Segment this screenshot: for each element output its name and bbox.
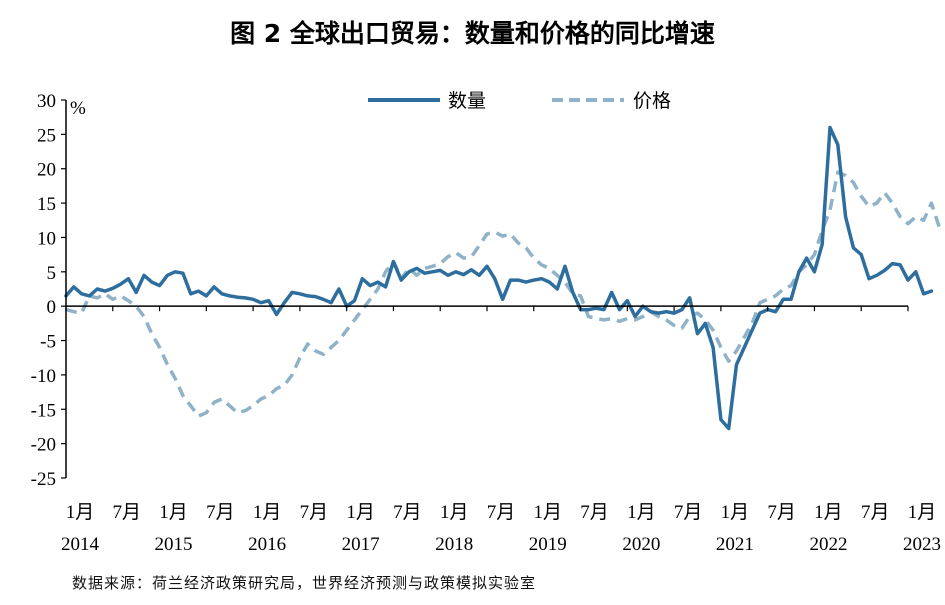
axis-layer xyxy=(61,99,909,479)
x-tick-month-label: 1月 xyxy=(346,502,375,523)
y-axis-unit-label: % xyxy=(70,98,86,119)
x-tick-month-label: 1月 xyxy=(627,502,656,523)
y-tick-label: 15 xyxy=(37,194,56,215)
x-tick-year-label: 2021 xyxy=(716,534,754,555)
x-tick-year-label: 2023 xyxy=(903,534,941,555)
x-tick-year-label: 2017 xyxy=(342,534,380,555)
x-tick-month-label: 7月 xyxy=(674,502,703,523)
x-tick-month-label: 7月 xyxy=(393,502,422,523)
x-tick-month-label: 1月 xyxy=(253,502,282,523)
y-tick-label: 20 xyxy=(37,160,56,181)
series-line-quantity xyxy=(64,125,934,431)
chart-title: 图 2 全球出口贸易：数量和价格的同比增速 xyxy=(230,19,715,48)
series-line-price xyxy=(65,170,941,418)
y-tick-label: -10 xyxy=(31,366,56,387)
legend-label-price: 价格 xyxy=(633,90,671,112)
y-tick-label: -25 xyxy=(31,469,56,490)
x-tick-month-label: 7月 xyxy=(767,502,796,523)
x-tick-year-label: 2022 xyxy=(809,534,847,555)
series-layer xyxy=(64,125,941,431)
x-tick-year-label: 2020 xyxy=(622,534,660,555)
source-note: 数据来源：荷兰经济政策研究局，世界经济预测与政策模拟实验室 xyxy=(72,574,537,592)
x-tick-month-label: 1月 xyxy=(440,502,469,523)
x-tick-month-label: 1月 xyxy=(159,502,188,523)
y-tick-labels: 30 25 20 15 10 5 0 -5 -10 -15 -20 -25 xyxy=(31,91,56,490)
x-tick-month-label: 7月 xyxy=(487,502,516,523)
legend-label-quantity: 数量 xyxy=(448,90,486,112)
x-tick-month-label: 7月 xyxy=(206,502,235,523)
x-tick-month-label: 1月 xyxy=(908,502,937,523)
x-tick-year-label: 2014 xyxy=(61,534,100,555)
y-tick-label: -15 xyxy=(31,400,56,421)
x-tick-month-label: 1月 xyxy=(721,502,750,523)
legend: 数量 价格 xyxy=(368,90,671,112)
x-tick-year-label: 2019 xyxy=(529,534,567,555)
x-tick-month-label: 7月 xyxy=(300,502,329,523)
y-tick-label: 0 xyxy=(47,297,57,318)
x-tick-year-label: 2015 xyxy=(155,534,193,555)
x-tick-year-label: 2018 xyxy=(435,534,473,555)
x-tick-year-label: 2016 xyxy=(248,534,286,555)
y-tick-label: 30 xyxy=(37,91,56,112)
y-tick-label: -20 xyxy=(31,435,56,456)
x-tick-month-label: 7月 xyxy=(580,502,609,523)
y-tick-label: 5 xyxy=(47,263,57,284)
x-tick-month-label: 1月 xyxy=(66,502,95,523)
y-tick-label: 25 xyxy=(37,125,56,146)
y-tick-label: -5 xyxy=(40,332,56,353)
x-tick-labels: 1月 2014 7月 1月 2015 7月 1月 2016 7月 1月 2017 7月 1月 2018 7月… xyxy=(61,502,941,555)
x-tick-month-label: 1月 xyxy=(814,502,843,523)
x-tick-month-label: 1月 xyxy=(534,502,563,523)
y-tick-label: 10 xyxy=(37,228,56,249)
x-tick-month-label: 7月 xyxy=(113,502,142,523)
x-tick-month-label: 7月 xyxy=(861,502,890,523)
